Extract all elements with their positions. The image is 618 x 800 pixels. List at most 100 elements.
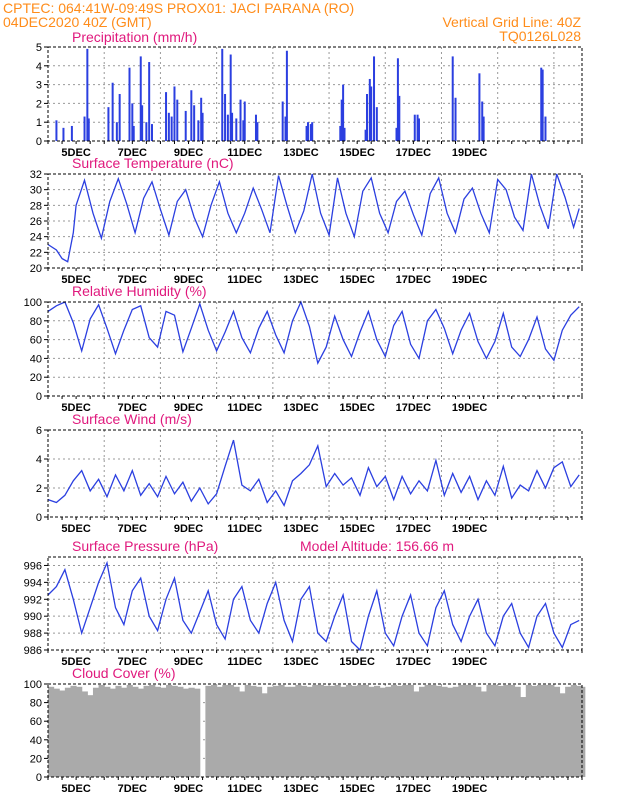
cloud-cover-bar [492, 684, 499, 777]
cloud-ytick-label: 20 [30, 753, 42, 765]
temperature-ytick-label: 20 [30, 263, 42, 275]
pressure-xtick-label: 13DEC [283, 656, 319, 668]
humidity-title: Relative Humidity (%) [72, 283, 207, 299]
cloud-cover-bar [430, 684, 437, 777]
precipitation-bar [70, 125, 73, 141]
cloud-cover-bar [121, 687, 128, 777]
cloud-cover-bar [244, 684, 251, 777]
wind-xtick-label: 9DEC [174, 523, 203, 535]
cloud-cover-bar [424, 684, 431, 777]
cloud-cover-bar [143, 685, 150, 777]
wind-xtick-label: 15DEC [339, 523, 375, 535]
wind-title: Surface Wind (m/s) [72, 411, 192, 427]
precipitation-bar [239, 99, 242, 141]
precipitation-bar [150, 124, 153, 141]
cloud-cover-bar [508, 684, 516, 777]
precipitation-bar [184, 110, 187, 141]
temperature-xtick-label: 11DEC [227, 274, 262, 286]
cloud-cover-bar [81, 691, 88, 777]
precipitation-xtick-label: 9DEC [174, 147, 203, 159]
cloud-cover-bar [250, 685, 257, 777]
precipitation-bar [284, 116, 287, 141]
precipitation-bar [281, 101, 284, 141]
precipitation-bar [224, 94, 227, 141]
pressure-frame [47, 556, 583, 651]
humidity-xtick-label: 7DEC [118, 402, 147, 414]
pressure-xtick-label: 15DEC [339, 656, 375, 668]
cloud-cover-bar [413, 691, 420, 777]
wind-ytick-label: 2 [36, 483, 42, 495]
cloud-cover-bar [531, 685, 538, 777]
cloud-cover-bar [87, 695, 94, 777]
wind-ytick-label: 0 [36, 512, 42, 524]
cloud-cover-bar [570, 684, 577, 777]
cloud-ytick-label: 40 [30, 735, 42, 747]
cloud-cover-bar [115, 685, 122, 777]
cloud-cover-bar [211, 684, 218, 777]
cloud-cover-bar [289, 686, 296, 777]
cloud-cover-bar [255, 686, 263, 777]
precipitation-bar [165, 92, 168, 141]
precipitation-ytick-label: 4 [36, 61, 42, 73]
temperature-panel: Surface Temperature (nC) 20 22 24 26 28 30 32 5D… [30, 155, 583, 286]
cloud-cover-bar [104, 686, 111, 777]
precipitation-xtick-label: 15DEC [339, 147, 375, 159]
temperature-ytick-label: 26 [30, 216, 42, 228]
pressure-xtick-label: 17DEC [396, 656, 432, 668]
precipitation-xtick-label: 7DEC [118, 147, 147, 159]
cloud-xtick-label: 11DEC [227, 783, 262, 795]
precipitation-bar [482, 116, 485, 141]
cloud-cover-bar [435, 685, 443, 777]
cloud-cover-bar [227, 684, 235, 777]
precipitation-bar [235, 118, 238, 141]
cloud-ytick-label: 80 [30, 698, 42, 710]
cloud-cover-bar [480, 691, 487, 777]
humidity-xtick-label: 5DEC [61, 402, 90, 414]
precipitation-bar [139, 56, 142, 141]
cloud-cover-bar [233, 686, 240, 777]
temperature-xtick-label: 15DEC [339, 274, 375, 286]
humidity-line [47, 300, 580, 365]
header-model-id: TQ0126L028 [499, 28, 581, 44]
cloud-cover-bar [368, 686, 375, 777]
cloud-cover-bar [261, 693, 268, 777]
cloud-xtick-label: 17DEC [396, 783, 432, 795]
precipitation-bar [417, 118, 420, 141]
precipitation-bar [256, 122, 259, 141]
cloud-cover-bar [520, 697, 527, 777]
temperature-line [47, 173, 580, 263]
precipitation-bar [86, 48, 89, 141]
precipitation-bar [365, 94, 368, 141]
cloud-xtick-label: 9DEC [174, 783, 203, 795]
precipitation-bar [193, 105, 196, 141]
cloud-xtick-label: 15DEC [339, 783, 375, 795]
cloud-cover-bar [188, 687, 195, 777]
precipitation-bar [478, 73, 481, 141]
cloud-cover-bar [166, 684, 173, 777]
cloud-cover-bar [334, 684, 341, 777]
cloud-cover-bar [351, 685, 358, 777]
precipitation-xtick-label: 5DEC [61, 147, 90, 159]
cloud-cover-bar [559, 693, 566, 777]
cloud-cover-bar [222, 684, 229, 777]
cloud-cover-bar [565, 686, 572, 777]
wind-xtick-label: 5DEC [61, 523, 90, 535]
precipitation-bar [132, 125, 135, 141]
pressure-annotation: Model Altitude: 156.66 m [300, 538, 454, 554]
humidity-ytick-label: 100 [24, 297, 42, 309]
cloud-cover-bar [132, 686, 139, 777]
wind-line [47, 439, 580, 507]
cloud-cover-bar [497, 685, 504, 777]
cloud-cover-bar [362, 684, 369, 777]
temperature-xtick-label: 13DEC [283, 274, 319, 286]
cloud-cover-bar [64, 687, 72, 777]
cloud-cover-bar [154, 686, 161, 777]
cloud-cover-bar [486, 684, 493, 777]
pressure-ytick-label: 992 [24, 594, 42, 606]
cloud-xtick-label: 7DEC [118, 783, 147, 795]
pressure-title: Surface Pressure (hPa) [72, 538, 218, 554]
precipitation-bar [128, 67, 131, 141]
pressure-xtick-label: 11DEC [227, 656, 262, 668]
cloud-cover-bar [306, 686, 313, 777]
